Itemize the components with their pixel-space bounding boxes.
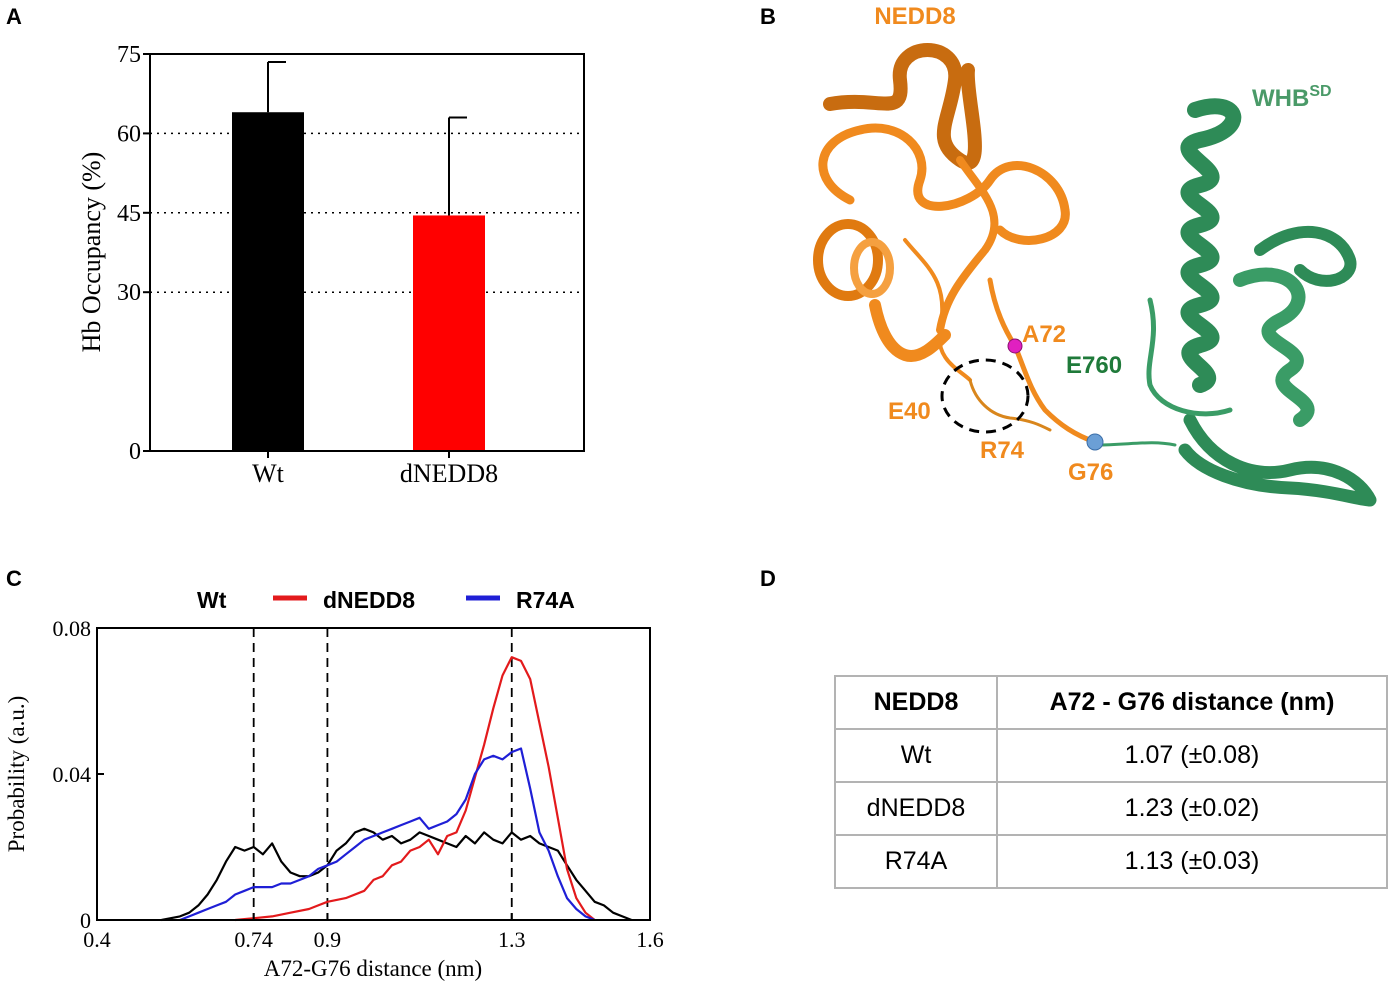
panel-label-b: B [760, 4, 776, 29]
table-header-cell: NEDD8 [834, 675, 998, 730]
nedd8-ribbon [813, 43, 1098, 445]
legend: Wt dNEDD8 R74A [197, 587, 575, 613]
a72-marker [1007, 338, 1023, 354]
table-row: R74A 1.13 (±0.03) [834, 834, 1388, 889]
residue-label-r74: R74 [980, 437, 1025, 464]
table-cell: 1.13 (±0.03) [996, 834, 1388, 889]
y-tick-label: 45 [117, 201, 141, 227]
y-axis-label: Probability (a.u.) [4, 696, 29, 853]
whb-label: WHBSD [1252, 83, 1332, 112]
reference-lines [252, 628, 513, 920]
g76-marker [1086, 433, 1104, 451]
x-tick-label: Wt [252, 459, 285, 488]
y-axis-ticks: 0 30 45 60 75 [117, 42, 150, 465]
legend-label: dNEDD8 [323, 587, 415, 613]
table-header-row: NEDD8 A72 - G76 distance (nm) [834, 675, 1388, 730]
table-cell: dNEDD8 [834, 781, 998, 836]
panel-label-c: C [6, 566, 22, 591]
y-tick-label: 0.04 [53, 762, 92, 787]
series-line [235, 656, 596, 922]
interaction-circle [940, 358, 1030, 434]
y-tick-label: 0 [80, 908, 91, 933]
distance-table: NEDD8 A72 - G76 distance (nm) Wt 1.07 (±… [834, 675, 1388, 889]
y-tick-label: 0 [129, 439, 141, 465]
whb-ribbon [1093, 98, 1377, 507]
series-line [179, 747, 596, 922]
whb-label-superscript: SD [1309, 83, 1331, 100]
panel-label-d: D [760, 566, 776, 591]
x-axis-ticks: 0.4 0.74 0.9 1.3 1.6 [83, 913, 664, 952]
table-cell: 1.23 (±0.02) [996, 781, 1388, 836]
legend-label: Wt [197, 587, 227, 613]
y-axis-ticks: 0 0.04 0.08 [53, 616, 104, 933]
x-axis-label: A72-G76 distance (nm) [264, 956, 482, 981]
table-row: Wt 1.07 (±0.08) [834, 728, 1388, 783]
y-tick-label: 0.08 [53, 616, 92, 641]
panel-label-a: A [6, 4, 22, 29]
x-tick-label: dNEDD8 [400, 459, 498, 488]
x-tick-label: 1.6 [636, 927, 664, 952]
nedd8-label: NEDD8 [874, 3, 955, 30]
table-header-cell: A72 - G76 distance (nm) [996, 675, 1388, 730]
whb-label-text: WHB [1252, 85, 1309, 112]
legend-label: R74A [516, 587, 575, 613]
error-bars [267, 60, 467, 216]
bar [232, 112, 304, 451]
series-line [161, 827, 633, 922]
x-tick-label: 0.4 [83, 927, 111, 952]
table-row: dNEDD8 1.23 (±0.02) [834, 781, 1388, 836]
y-axis-label: Hb Occupancy (%) [77, 152, 106, 353]
residue-label-e760: E760 [1066, 352, 1122, 379]
residue-label-e40: E40 [888, 398, 931, 425]
table-cell: R74A [834, 834, 998, 889]
y-tick-label: 75 [117, 42, 141, 68]
residue-label-a72: A72 [1022, 321, 1066, 348]
x-tick-label: 1.3 [498, 927, 526, 952]
x-tick-label: 0.74 [234, 927, 273, 952]
plot-frame [149, 53, 585, 452]
table-cell: Wt [834, 728, 998, 783]
bar-series [232, 112, 485, 451]
table-cell: 1.07 (±0.08) [996, 728, 1388, 783]
y-tick-label: 60 [117, 121, 141, 147]
residue-label-g76: G76 [1068, 459, 1113, 486]
series-lines [161, 656, 633, 922]
grid-lines [150, 132, 584, 293]
x-tick-label: 0.9 [314, 927, 342, 952]
y-tick-label: 30 [117, 280, 141, 306]
bar [413, 215, 485, 451]
x-axis-ticks: Wt dNEDD8 [252, 451, 498, 488]
